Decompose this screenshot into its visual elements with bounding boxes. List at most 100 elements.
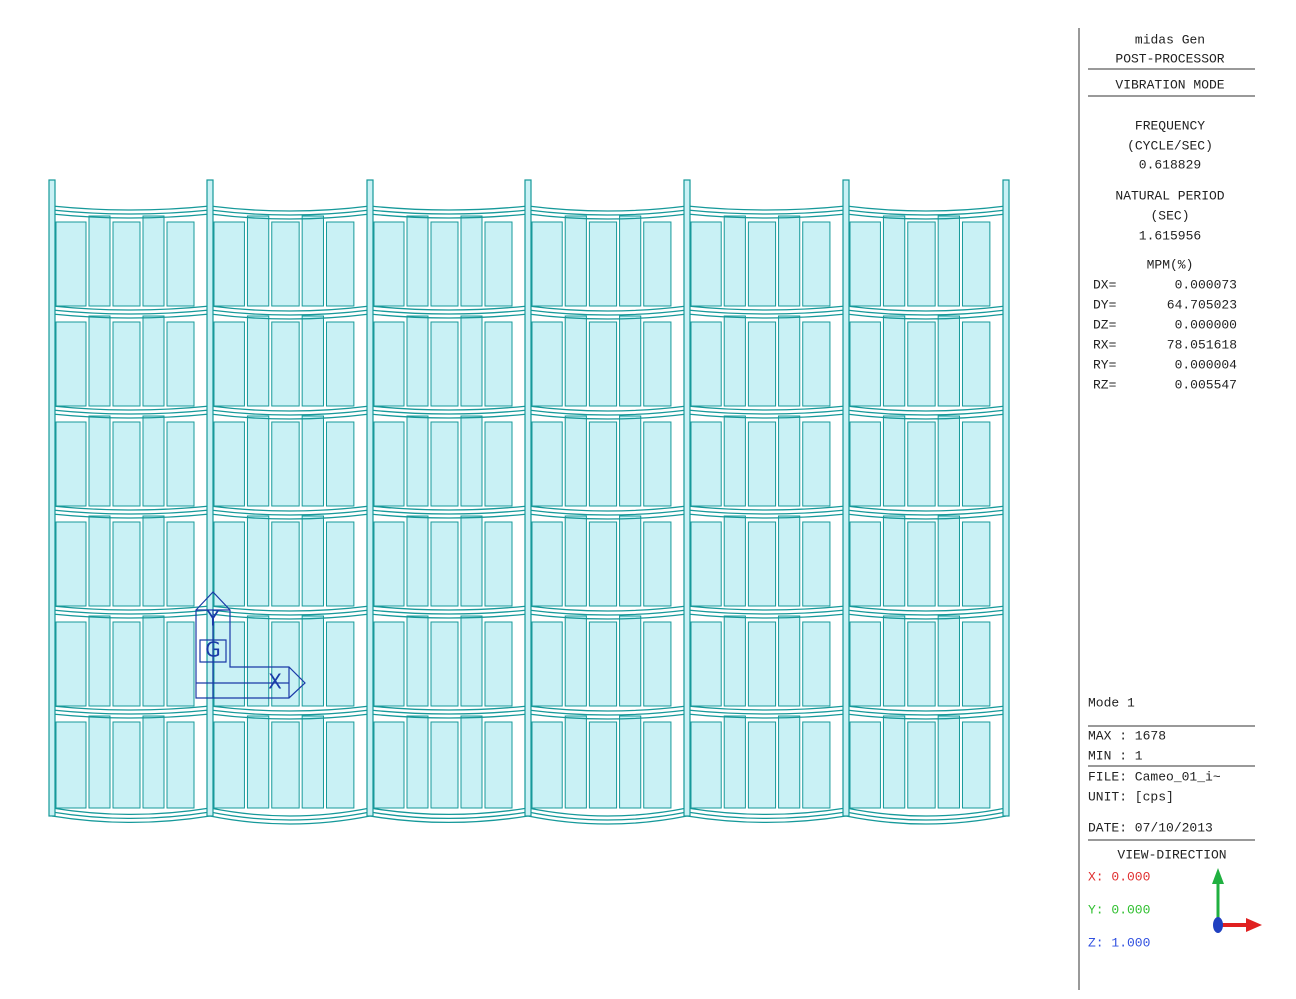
glass-panel: [112, 521, 141, 607]
glass-panel: [747, 721, 777, 809]
glass-panel: [690, 321, 722, 407]
glass-panel: [690, 221, 722, 307]
glass-panel: [271, 221, 300, 307]
glass-panel: [325, 521, 355, 607]
glass-panel: [690, 421, 722, 507]
glass-panel: [802, 421, 831, 507]
view-x: X: 0.000: [1088, 869, 1150, 884]
axis-y-label: Y: [206, 607, 220, 631]
glass-panel: [460, 615, 483, 707]
glass-panel: [271, 521, 300, 607]
view-z: Z: 1.000: [1088, 935, 1150, 950]
glass-panel: [166, 521, 195, 607]
glass-panel: [373, 521, 405, 607]
glass-panel: [484, 221, 513, 307]
glass-panel: [430, 321, 459, 407]
glass-panel: [430, 221, 459, 307]
glass-panel: [690, 521, 722, 607]
glass-panel: [406, 215, 429, 307]
glass-panel: [213, 721, 245, 809]
glass-panel: [619, 715, 642, 809]
glass-panel: [564, 615, 587, 707]
glass-panel: [325, 421, 355, 507]
glass-panel: [142, 315, 165, 407]
glass-panel: [747, 221, 777, 307]
glass-panel: [301, 315, 324, 407]
glass-panel: [142, 615, 165, 707]
frequency-label: FREQUENCY: [1135, 118, 1205, 133]
floor-beam: [51, 815, 1007, 825]
glass-panel: [937, 715, 960, 809]
glass-panel: [564, 415, 587, 507]
glass-panel: [484, 321, 513, 407]
min-label: MIN : 1: [1088, 748, 1143, 763]
axis-x-label: X: [268, 670, 282, 694]
glass-panel: [531, 321, 563, 407]
glass-panel: [112, 621, 141, 707]
glass-panel: [937, 615, 960, 707]
glass-panel: [778, 215, 801, 307]
column: [842, 179, 850, 817]
glass-panel: [271, 721, 300, 809]
glass-panel: [373, 721, 405, 809]
glass-panel: [112, 221, 141, 307]
global-axis-icon: Y G X: [195, 591, 306, 699]
view-axes-icon: [1212, 868, 1262, 933]
glass-panel: [778, 415, 801, 507]
mpm-row-label: RX=: [1093, 337, 1117, 352]
glass-panel: [802, 521, 831, 607]
glass-panel: [961, 321, 991, 407]
glass-panel: [643, 221, 672, 307]
glass-panel: [55, 721, 87, 809]
glass-panel: [246, 515, 270, 607]
mpm-label: MPM(%): [1147, 257, 1194, 272]
column: [48, 179, 56, 817]
glass-panel: [213, 621, 245, 707]
glass-panel: [142, 515, 165, 607]
glass-panel: [430, 721, 459, 809]
glass-panel: [406, 715, 429, 809]
glass-panel: [88, 715, 111, 809]
max-label: MAX : 1678: [1088, 728, 1166, 743]
mpm-row-value: 0.000004: [1175, 357, 1238, 372]
glass-panel: [142, 715, 165, 809]
glass-panel: [246, 715, 270, 809]
glass-panel: [406, 315, 429, 407]
glass-panel: [430, 521, 459, 607]
glass-panel: [778, 515, 801, 607]
glass-panel: [325, 721, 355, 809]
glass-panel: [747, 321, 777, 407]
glass-panel: [325, 221, 355, 307]
glass-panel: [460, 215, 483, 307]
glass-panel: [961, 221, 991, 307]
glass-panel: [588, 621, 618, 707]
glass-panel: [849, 221, 881, 307]
glass-panel: [849, 721, 881, 809]
file-label: FILE: Cameo_01_i~: [1088, 769, 1221, 784]
glass-panel: [643, 621, 672, 707]
glass-panel: [484, 521, 513, 607]
glass-panel: [430, 621, 459, 707]
glass-panel: [619, 415, 642, 507]
glass-panel: [55, 521, 87, 607]
mpm-row-value: 0.005547: [1175, 377, 1237, 392]
program-name: midas Gen: [1135, 32, 1205, 47]
glass-panel: [564, 315, 587, 407]
glass-panel: [484, 421, 513, 507]
glass-panel: [690, 721, 722, 809]
glass-panel: [619, 215, 642, 307]
glass-panel: [907, 221, 936, 307]
glass-panel: [849, 321, 881, 407]
column: [1002, 179, 1010, 817]
glass-panel: [88, 515, 111, 607]
glass-panel: [373, 221, 405, 307]
glass-panel: [166, 621, 195, 707]
frequency-value: 0.618829: [1139, 157, 1201, 172]
glass-panel: [937, 515, 960, 607]
glass-panel: [882, 415, 906, 507]
glass-panel: [142, 215, 165, 307]
glass-panel: [246, 315, 270, 407]
glass-panel: [88, 415, 111, 507]
glass-panel: [484, 621, 513, 707]
